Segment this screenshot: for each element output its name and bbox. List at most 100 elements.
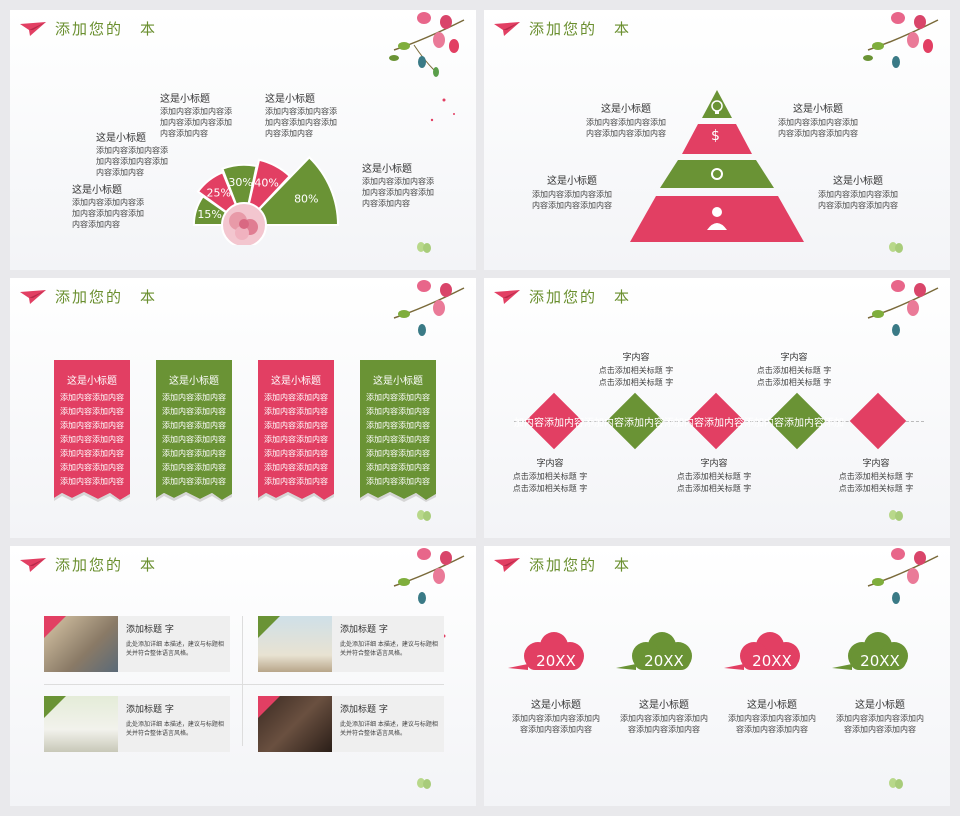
callout-desc: 添加内容添加内容添加内容添加内容添加内容添加内容	[265, 107, 337, 138]
item-title: 添加标题 字	[340, 705, 388, 715]
card-text: 添加内容添加内容 添加内容添加内容 添加内容添加内容 添加内容添加内容 添加内容添加内容…	[162, 393, 226, 486]
rose-petal	[239, 219, 249, 229]
info-card: 这是小标题 添加内容添加内容 添加内容添加内容 添加内容添加内容 添加内容添加内容 添加…	[54, 360, 130, 490]
callout-title: 这是小标题	[362, 164, 412, 175]
block-title: 这是小标题	[793, 104, 843, 115]
slide-cards[interactable]: 添加您的 本 这是小标题 添加内容添加内容 添加内容添加内容 添加内容添加内容 添加内…	[10, 278, 476, 538]
callout-desc: 添加内容添加内容添加内容添加内容添加内容添加内容	[96, 146, 168, 177]
slide-diamonds[interactable]: 添加您的 本 加内容添加内容添加内容添加内容添加内容添加内容添加内容添加内容添加…	[484, 278, 950, 538]
fan-label: 25%	[207, 187, 231, 200]
header-title: 添加您的 本	[55, 20, 158, 38]
item-title: 这是小标题	[855, 700, 905, 711]
block-title: 这是小标题	[547, 176, 597, 187]
item-title: 这是小标题	[639, 700, 689, 711]
slide-clouds[interactable]: 添加您的 本 20XX 20XX 20XX 20XX 这是小标题 添加内容添加内…	[484, 546, 950, 806]
paper-plane-icon	[20, 289, 46, 304]
flower-branch-icon	[867, 280, 939, 336]
item-title: 字内容	[622, 353, 650, 363]
butterfly-icon	[417, 778, 431, 789]
item-line: 点击添加相关标题 字	[676, 472, 752, 481]
card-text: 添加内容添加内容 添加内容添加内容 添加内容添加内容 添加内容添加内容 添加内容添加内容…	[366, 393, 430, 486]
paper-plane-icon	[494, 289, 520, 304]
item-title: 字内容	[862, 459, 890, 469]
butterfly-icon	[417, 242, 431, 253]
item-line: 点击添加相关标题 字	[512, 472, 588, 481]
fan-label: 80%	[294, 193, 318, 206]
item-desc: 添加内容添加内容添加内容添加内容添加内容	[728, 714, 816, 734]
flower-branch-icon	[389, 12, 465, 122]
item-title: 字内容	[700, 459, 728, 469]
cloud-badge	[616, 632, 692, 670]
card-text: 添加内容添加内容 添加内容添加内容 添加内容添加内容 添加内容添加内容 添加内容添加内容…	[264, 393, 328, 486]
info-item[interactable]: 添加标题 字 此处添加详细 本描述，建议与标题相关并符合整体语言风格。	[44, 696, 230, 752]
slide-header: 添加您的 本	[20, 18, 157, 39]
item-title: 添加标题 字	[126, 705, 174, 715]
item-line: 点击添加相关标题 字	[598, 366, 674, 375]
block-title: 这是小标题	[833, 176, 883, 187]
header-title: 添加您的 本	[529, 20, 632, 38]
slide-fan-chart[interactable]: 添加您的 本 15% 25% 30% 40% 80% 这是小标题 添加内容添加内容添加内…	[10, 10, 476, 270]
item-line: 点击添加相关标题 字	[512, 484, 588, 493]
diamond-text: 加内容添加内容添加内容添加内容添加内容添加内容添加内容添加内容添加	[514, 418, 844, 428]
item-desc: 此处添加详细 本描述，建议与标题相关并符合整体语言风格。	[126, 721, 224, 737]
info-card: 这是小标题 添加内容添加内容 添加内容添加内容 添加内容添加内容 添加内容添加内容 添加…	[258, 360, 334, 490]
block-desc: 添加内容添加内容添加内容添加内容添加内容	[818, 190, 898, 210]
callout-title: 这是小标题	[265, 94, 315, 105]
item-title: 字内容	[780, 353, 808, 363]
item-desc: 此处添加详细 本描述，建议与标题相关并符合整体语言风格。	[340, 721, 438, 737]
year-label: 20XX	[752, 652, 792, 670]
item-desc: 此处添加详细 本描述，建议与标题相关并符合整体语言风格。	[126, 641, 224, 657]
year-label: 20XX	[644, 652, 684, 670]
card-text: 添加内容添加内容 添加内容添加内容 添加内容添加内容 添加内容添加内容 添加内容添加内容…	[60, 393, 124, 486]
item-desc: 此处添加详细 本描述，建议与标题相关并符合整体语言风格。	[340, 641, 438, 657]
callout-desc: 添加内容添加内容添加内容添加内容添加内容添加内容	[160, 107, 232, 138]
paper-plane-icon	[20, 21, 46, 36]
callout-desc: 添加内容添加内容添加内容添加内容添加内容添加内容	[362, 177, 434, 208]
item-line: 点击添加相关标题 字	[838, 484, 914, 493]
header-title: 添加您的 本	[529, 556, 632, 574]
slide-photo-items[interactable]: 添加您的 本 添加标题 字 此处添加详细 本描述，建议与标题相关并符合整体语言风…	[10, 546, 476, 806]
header-title: 添加您的 本	[529, 288, 632, 306]
pyramid	[630, 90, 804, 242]
slide-header: 添加您的 本	[494, 18, 631, 39]
diamond-text-strip: 加内容添加内容添加内容添加内容添加内容添加内容添加内容添加内容添加	[514, 414, 924, 428]
item-title: 这是小标题	[531, 700, 581, 711]
slide-pyramid[interactable]: 添加您的 本 $ 这是小标题 添加内容添加内容添加内容添加内容添加内容 这是小标…	[484, 10, 950, 270]
torn-edge	[258, 488, 334, 502]
fan-chart: 15% 25%30% 40% 80%	[192, 155, 340, 245]
butterfly-icon	[889, 778, 903, 789]
callout-title: 这是小标题	[160, 94, 210, 105]
paper-plane-icon	[494, 21, 520, 36]
flower-branch-icon	[863, 12, 939, 68]
fan-label: 40%	[254, 176, 278, 189]
callout-title: 这是小标题	[72, 185, 122, 196]
item-desc: 添加内容添加内容添加内容添加内容添加内容	[836, 714, 924, 734]
info-card: 这是小标题 添加内容添加内容 添加内容添加内容 添加内容添加内容 添加内容添加内容 添加…	[156, 360, 232, 490]
info-item[interactable]: 添加标题 字 此处添加详细 本描述，建议与标题相关并符合整体语言风格。	[258, 616, 444, 672]
flower-branch-icon	[867, 548, 939, 604]
item-title: 这是小标题	[747, 700, 797, 711]
year-label: 20XX	[536, 652, 576, 670]
info-item[interactable]: 添加标题 字 此处添加详细 本描述，建议与标题相关并符合整体语言风格。	[258, 696, 444, 752]
item-line: 点击添加相关标题 字	[838, 472, 914, 481]
torn-edge	[54, 488, 130, 502]
item-line: 点击添加相关标题 字	[676, 484, 752, 493]
gear-icon	[711, 168, 723, 180]
card-title: 这是小标题	[67, 376, 117, 387]
info-item[interactable]: 添加标题 字 此处添加详细 本描述，建议与标题相关并符合整体语言风格。	[44, 616, 230, 672]
callout-title: 这是小标题	[96, 133, 146, 144]
butterfly-icon	[889, 242, 903, 253]
paper-plane-icon	[494, 557, 520, 572]
flower-branch-icon	[393, 280, 465, 336]
item-title: 字内容	[536, 459, 564, 469]
lightbulb-icon	[711, 100, 723, 114]
butterfly-icon	[889, 510, 903, 521]
cloud-badge	[508, 632, 584, 670]
header-title: 添加您的 本	[55, 556, 158, 574]
fan-label: 30%	[228, 176, 252, 189]
item-desc: 添加内容添加内容添加内容添加内容添加内容	[620, 714, 708, 734]
block-desc: 添加内容添加内容添加内容添加内容添加内容	[778, 118, 858, 138]
rose-petal	[235, 226, 249, 240]
item-title: 添加标题 字	[340, 625, 388, 635]
slide-header: 添加您的 本	[494, 554, 631, 575]
